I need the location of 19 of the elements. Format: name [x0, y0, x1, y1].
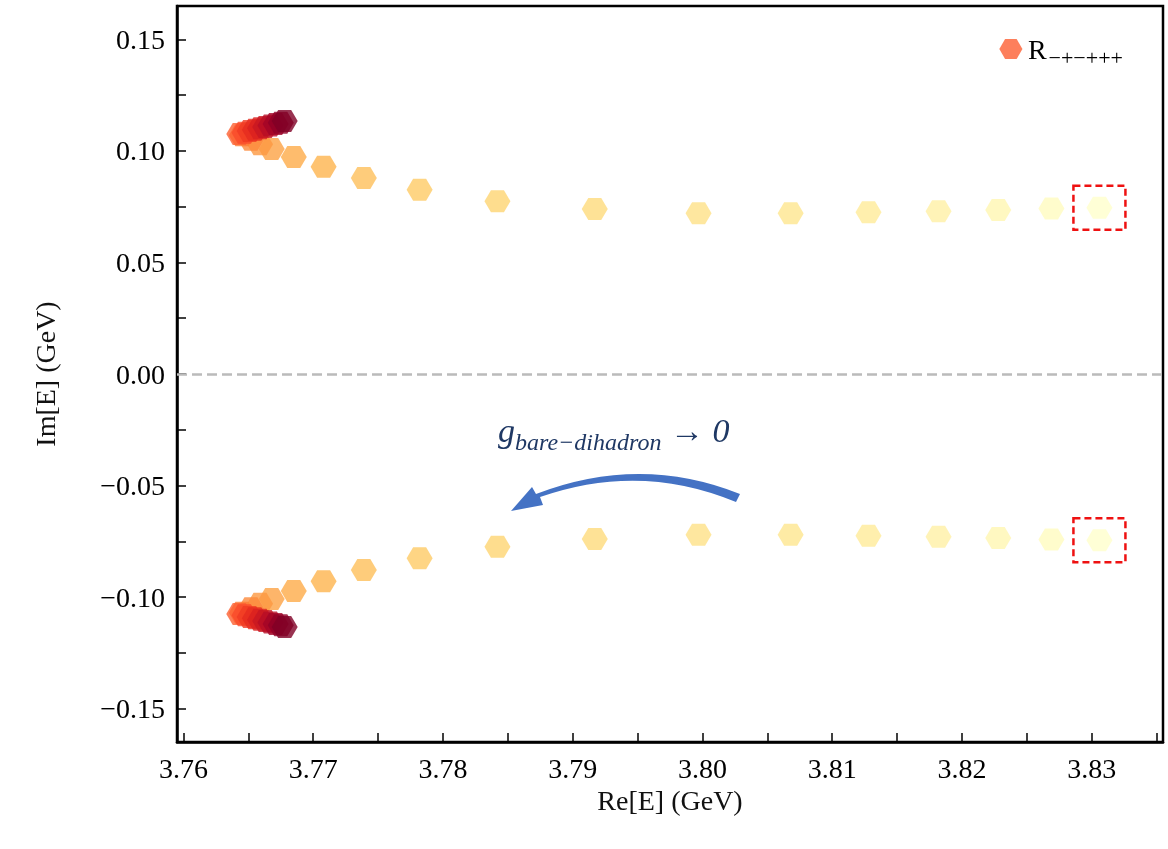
- x-tick-label: 3.76: [158, 752, 208, 784]
- y-tick-label: 0.05: [116, 246, 165, 278]
- y-tick-label: 0.00: [116, 358, 165, 390]
- x-tick-label: 3.80: [677, 752, 727, 784]
- x-tick-label: 3.83: [1067, 752, 1117, 784]
- x-axis-title: Re[E] (GeV): [597, 785, 743, 817]
- x-tick-label: 3.78: [418, 752, 468, 784]
- y-axis-title: Im[E] (GeV): [29, 301, 61, 447]
- legend-label: R−+−+++: [1027, 33, 1124, 70]
- x-tick-label: 3.79: [548, 752, 598, 784]
- y-tick-label: 0.10: [116, 135, 165, 167]
- y-tick-label: −0.10: [100, 581, 165, 613]
- x-tick-label: 3.82: [937, 752, 987, 784]
- x-tick-label: 3.81: [807, 752, 857, 784]
- annotation: g$_{bare−dihadron}$ → 0: [498, 412, 730, 456]
- y-tick-label: −0.05: [100, 470, 165, 502]
- y-tick-label: 0.15: [116, 23, 165, 55]
- x-tick-label: 3.77: [288, 752, 338, 784]
- y-tick-label: −0.15: [100, 693, 165, 725]
